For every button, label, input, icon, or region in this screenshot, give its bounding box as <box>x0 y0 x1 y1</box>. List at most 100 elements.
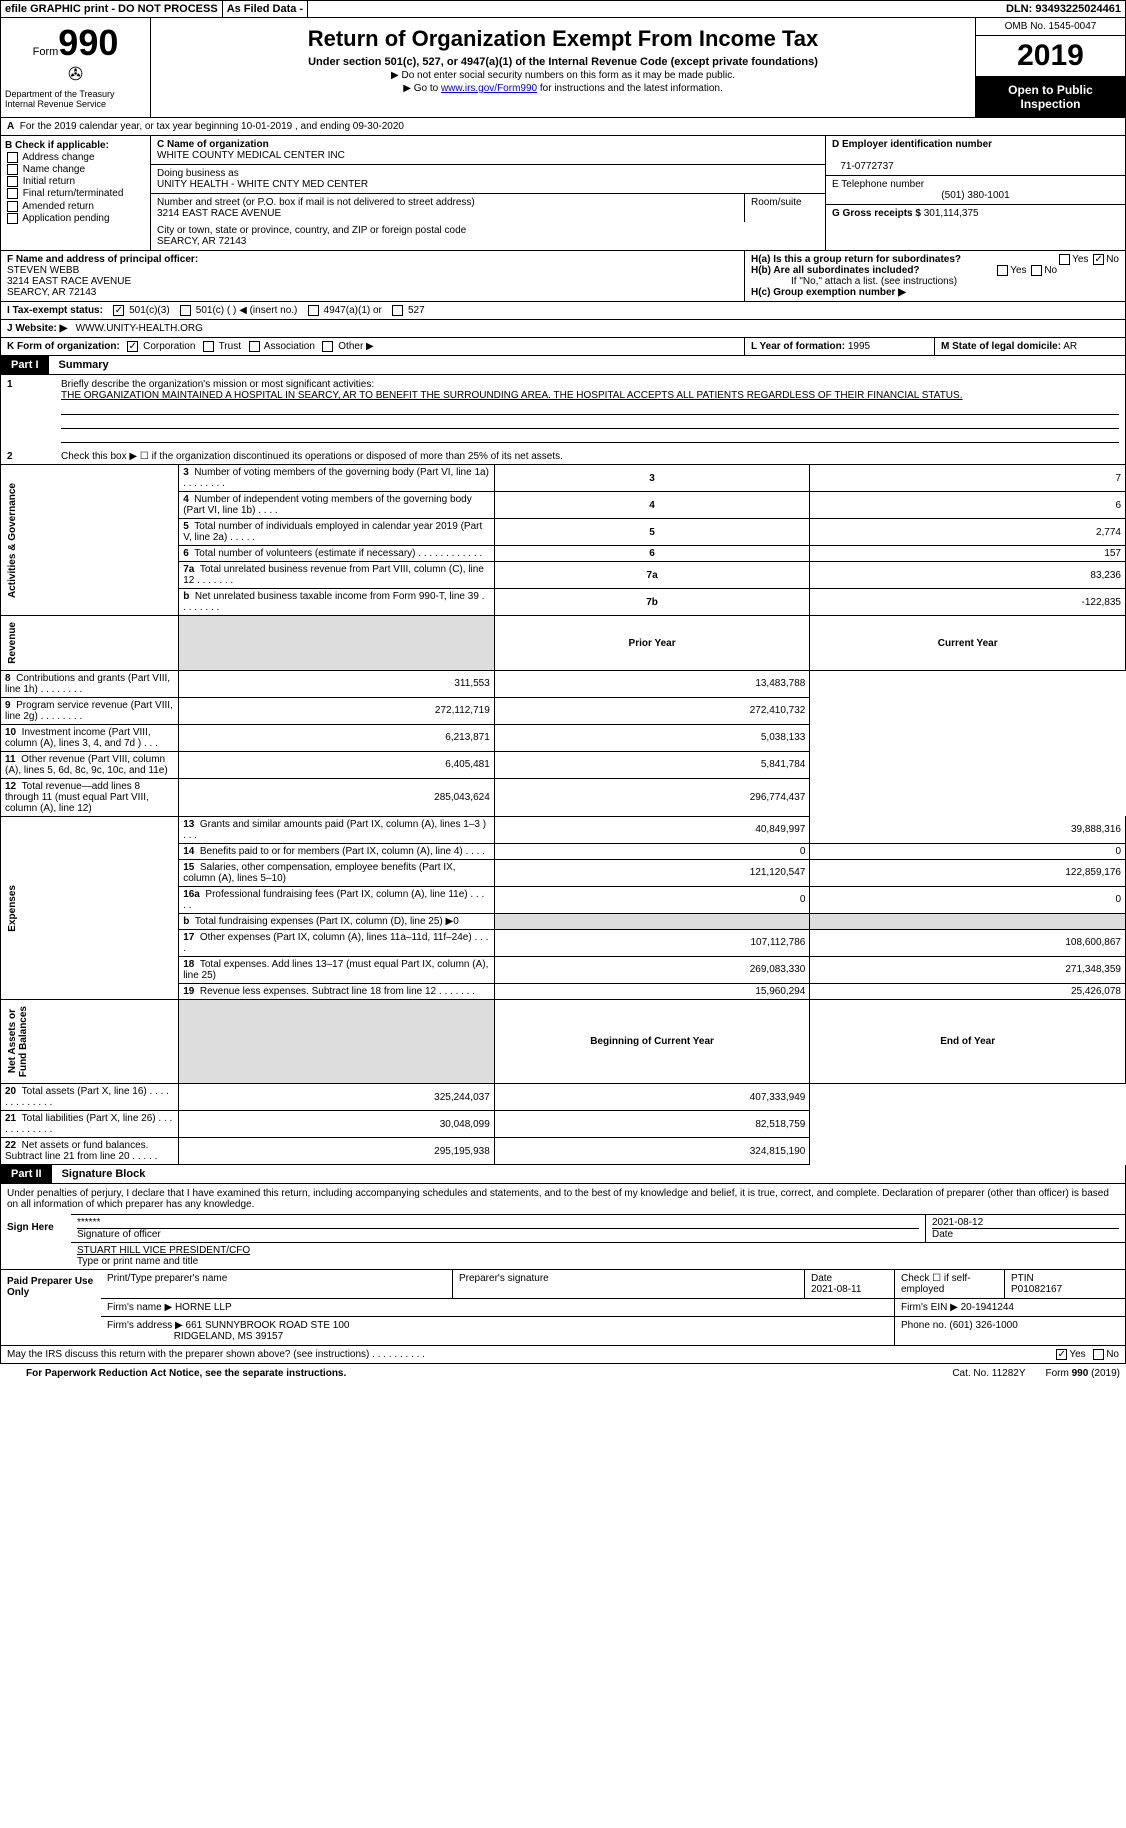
room-label: Room/suite <box>745 194 825 222</box>
line-desc: 3 Number of voting members of the govern… <box>179 465 495 492</box>
penalty-text: Under penalties of perjury, I declare th… <box>1 1184 1125 1214</box>
prior-value: 269,083,330 <box>494 956 810 983</box>
row-a: A For the 2019 calendar year, or tax yea… <box>0 118 1126 136</box>
footer: For Paperwork Reduction Act Notice, see … <box>0 1364 1126 1383</box>
paperwork-notice: For Paperwork Reduction Act Notice, see … <box>26 1368 932 1379</box>
ha-no-checkbox[interactable]: ✓ <box>1093 254 1104 265</box>
prior-value: 311,553 <box>179 670 495 697</box>
top-bar: efile GRAPHIC print - DO NOT PROCESS As … <box>0 0 1126 18</box>
b-item: Initial return <box>5 176 146 187</box>
current-value: 39,888,316 <box>810 816 1126 843</box>
prep-sig-hdr: Preparer's signature <box>453 1270 805 1298</box>
line-value: -122,835 <box>810 589 1126 616</box>
current-value: 407,333,949 <box>494 1084 810 1111</box>
department-label: Department of the Treasury Internal Reve… <box>5 89 146 109</box>
k-label: K Form of organization: <box>7 341 120 352</box>
l-label: L Year of formation: <box>751 341 845 352</box>
ein-value: 71-0772737 <box>840 161 893 172</box>
form-subtitle-2: ▶ Do not enter social security numbers o… <box>159 70 967 81</box>
prep-check-hdr: Check ☐ if self-employed <box>895 1270 1005 1298</box>
prior-value: 325,244,037 <box>179 1084 495 1111</box>
prior-value: 30,048,099 <box>179 1111 495 1138</box>
line-desc: 16a Professional fundraising fees (Part … <box>179 886 495 913</box>
ha-label: H(a) Is this a group return for subordin… <box>751 254 961 265</box>
current-value: 5,038,133 <box>494 724 810 751</box>
l-value: 1995 <box>848 341 870 352</box>
prior-value: 285,043,624 <box>179 778 495 816</box>
line-desc: 10 Investment income (Part VIII, column … <box>1 724 179 751</box>
line-box: 7a <box>494 562 810 589</box>
prior-value: 0 <box>494 886 810 913</box>
current-value: 0 <box>810 886 1126 913</box>
firm-addr2: RIDGELAND, MS 39157 <box>174 1331 284 1342</box>
current-value: 272,410,732 <box>494 697 810 724</box>
street-label: Number and street (or P.O. box if mail i… <box>157 197 475 208</box>
form-subtitle-3: ▶ Go to www.irs.gov/Form990 for instruct… <box>159 83 967 94</box>
current-value: 324,815,190 <box>494 1138 810 1165</box>
city-label: City or town, state or province, country… <box>157 225 466 236</box>
mission-block: 1 Briefly describe the organization's mi… <box>0 375 1126 465</box>
efile-label: efile GRAPHIC print - DO NOT PROCESS <box>1 1 223 17</box>
line-desc: b Net unrelated business taxable income … <box>179 589 495 616</box>
line-desc: 14 Benefits paid to or for members (Part… <box>179 843 495 859</box>
dln: DLN: 93493225024461 <box>1002 1 1125 17</box>
part-i-tag: Part I <box>1 356 49 374</box>
prior-value: 15,960,294 <box>494 983 810 999</box>
line-desc: 7a Total unrelated business revenue from… <box>179 562 495 589</box>
row-a-text: For the 2019 calendar year, or tax year … <box>20 121 404 132</box>
501c3-checkbox[interactable]: ✓ <box>113 305 124 316</box>
begin-year-header: Beginning of Current Year <box>494 999 810 1083</box>
prior-value: 0 <box>494 843 810 859</box>
prior-value: 295,195,938 <box>179 1138 495 1165</box>
dba-label: Doing business as <box>157 168 239 179</box>
line-value: 83,236 <box>810 562 1126 589</box>
line-box: 5 <box>494 519 810 546</box>
officer-name: STEVEN WEBB <box>7 265 79 276</box>
m-value: AR <box>1063 341 1077 352</box>
dln-value: 93493225024461 <box>1035 3 1121 15</box>
signature-date: 2021-08-12 <box>932 1217 983 1228</box>
line-value: 2,774 <box>810 519 1126 546</box>
i-label: I Tax-exempt status: <box>7 305 103 316</box>
b-item: Name change <box>5 164 146 175</box>
corp-checkbox[interactable]: ✓ <box>127 341 138 352</box>
discuss-yes-checkbox[interactable]: ✓ <box>1056 1349 1067 1360</box>
vtab-expenses: Expenses <box>5 881 20 936</box>
row-i: I Tax-exempt status: ✓ 501(c)(3) 501(c) … <box>0 302 1126 320</box>
irs-link[interactable]: www.irs.gov/Form990 <box>441 83 537 94</box>
signature-block: Under penalties of perjury, I declare th… <box>0 1184 1126 1270</box>
line-desc: 18 Total expenses. Add lines 13–17 (must… <box>179 956 495 983</box>
part-ii-header: Part II Signature Block <box>0 1165 1126 1184</box>
asfiled-label: As Filed Data - <box>223 1 308 17</box>
firm-phone: (601) 326-1000 <box>949 1320 1017 1331</box>
name-label: Type or print name and title <box>77 1256 1119 1267</box>
prior-value: 6,405,481 <box>179 751 495 778</box>
form-ref: Form 990 (2019) <box>1046 1368 1120 1379</box>
j-label: J Website: ▶ <box>7 323 67 334</box>
line-desc: 13 Grants and similar amounts paid (Part… <box>179 816 495 843</box>
line-desc: 11 Other revenue (Part VIII, column (A),… <box>1 751 179 778</box>
city-value: SEARCY, AR 72143 <box>157 236 246 247</box>
line-desc: 20 Total assets (Part X, line 16) . . . … <box>1 1084 179 1111</box>
prior-value: 6,213,871 <box>179 724 495 751</box>
hb-label: H(b) Are all subordinates included? <box>751 265 920 276</box>
officer-name-title: STUART HILL VICE PRESIDENT/CFO <box>77 1245 250 1256</box>
open-to-public: Open to Public Inspection <box>976 77 1125 117</box>
irs-logo-icon: ✇ <box>5 64 146 85</box>
ptin-value: P01082167 <box>1011 1284 1062 1295</box>
prior-value: 121,120,547 <box>494 859 810 886</box>
part-ii-tag: Part II <box>1 1165 52 1183</box>
street-value: 3214 EAST RACE AVENUE <box>157 208 281 219</box>
line-box: 3 <box>494 465 810 492</box>
website-value: WWW.UNITY-HEALTH.ORG <box>76 323 203 334</box>
hc-label: H(c) Group exemption number ▶ <box>751 287 906 298</box>
phone-value: (501) 380-1001 <box>832 190 1119 201</box>
current-value: 108,600,867 <box>810 929 1126 956</box>
signature-stars: ****** <box>77 1217 100 1228</box>
part-ii-title: Signature Block <box>52 1165 156 1183</box>
officer-city: SEARCY, AR 72143 <box>7 287 96 298</box>
firm-ein: 20-1941244 <box>961 1302 1014 1313</box>
current-value: 271,348,359 <box>810 956 1126 983</box>
form-word: Form <box>33 46 59 58</box>
b-item: Application pending <box>5 213 146 224</box>
